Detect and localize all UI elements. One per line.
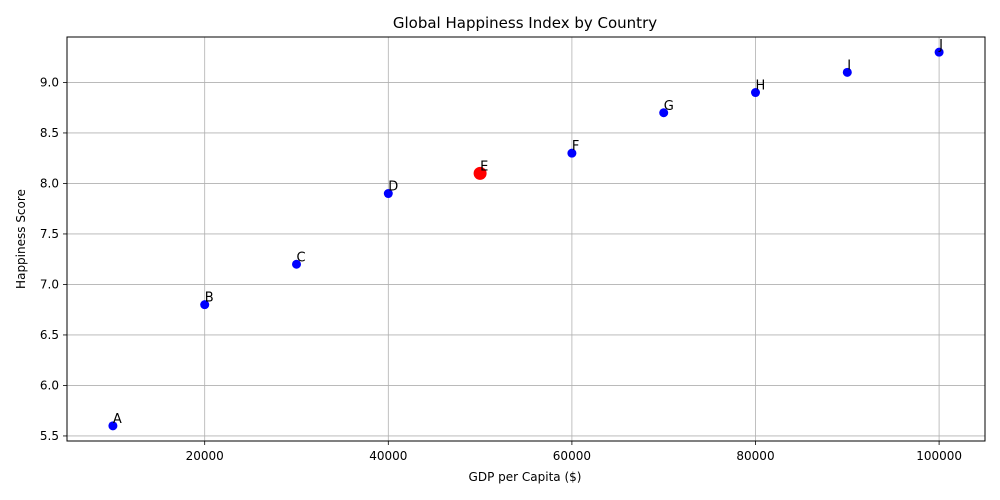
data-point (108, 421, 118, 431)
plot-frame (66, 36, 986, 442)
grid-lines (67, 37, 985, 441)
y-tick-label: 8.0 (40, 176, 59, 190)
data-point (751, 88, 760, 98)
point-label: B (205, 291, 214, 306)
y-tick-label: 8.5 (40, 126, 59, 140)
x-tick-label: 80000 (736, 449, 774, 463)
highlighted-data-point (473, 166, 487, 180)
x-tick-label: 40000 (369, 449, 407, 463)
x-axis-ticks: 20000 40000 60000 80000 100000 (186, 441, 962, 463)
y-axis-label: Happiness Score (14, 189, 28, 289)
point-label: I (847, 58, 851, 73)
point-label: A (113, 412, 122, 427)
point-label: G (664, 99, 674, 114)
x-axis-label: GDP per Capita ($) (469, 470, 582, 484)
point-label: H (756, 79, 766, 94)
data-point (934, 47, 944, 57)
data-point (200, 300, 210, 310)
x-tick-label: 60000 (553, 449, 591, 463)
point-label: E (480, 159, 488, 174)
point-label: D (388, 180, 398, 195)
y-tick-label: 7.5 (40, 227, 59, 241)
point-label: J (938, 38, 943, 53)
y-tick-label: 6.0 (40, 378, 59, 392)
point-label: F (572, 139, 579, 154)
data-point (842, 67, 852, 77)
y-tick-label: 9.0 (40, 75, 59, 89)
data-points: A B C D E F G H I J (108, 38, 944, 431)
data-point (383, 189, 393, 199)
data-point (567, 148, 577, 158)
y-tick-label: 5.5 (40, 429, 59, 443)
x-tick-label: 20000 (186, 449, 224, 463)
y-tick-label: 6.5 (40, 328, 59, 342)
data-point (659, 108, 669, 118)
y-axis-ticks: 5.5 6.0 6.5 7.0 7.5 8.0 8.5 9.0 (40, 75, 67, 443)
point-label: C (297, 250, 306, 265)
data-point (292, 259, 301, 269)
chart-title: Global Happiness Index by Country (393, 14, 657, 32)
y-tick-label: 7.0 (40, 277, 59, 291)
x-tick-label: 100000 (916, 449, 962, 463)
